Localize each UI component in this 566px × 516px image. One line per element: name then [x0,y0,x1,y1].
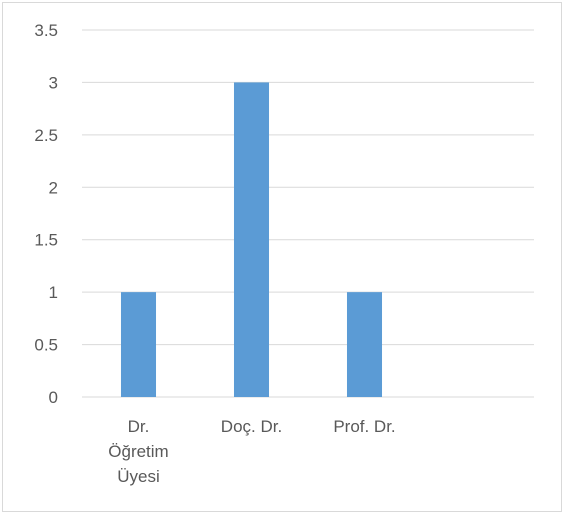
y-tick-label: 1.5 [34,231,58,250]
y-tick-label: 0 [49,388,58,407]
bar [233,82,270,397]
bars [120,82,383,397]
y-tick-label: 0.5 [34,336,58,355]
y-axis-ticks: 0 0.5 1 1.5 2 2.5 3 3.5 [34,21,58,407]
y-tick-label: 3.5 [34,21,58,40]
bar [346,292,383,397]
y-tick-label: 2.5 [34,126,58,145]
x-axis-ticks: Dr. Öğretim Üyesi Doç. Dr. Prof. Dr. [108,417,395,486]
x-tick-label: Prof. Dr. [333,417,395,436]
chart-frame [2,2,562,512]
y-tick-label: 1 [49,283,58,302]
x-tick-label: Üyesi [117,467,160,486]
bar [120,292,157,397]
y-tick-label: 3 [49,73,58,92]
x-tick-label: Öğretim [108,442,168,461]
y-tick-label: 2 [49,178,58,197]
x-tick-label: Doç. Dr. [221,417,282,436]
x-tick-label: Dr. [128,417,150,436]
gridlines [82,29,534,398]
